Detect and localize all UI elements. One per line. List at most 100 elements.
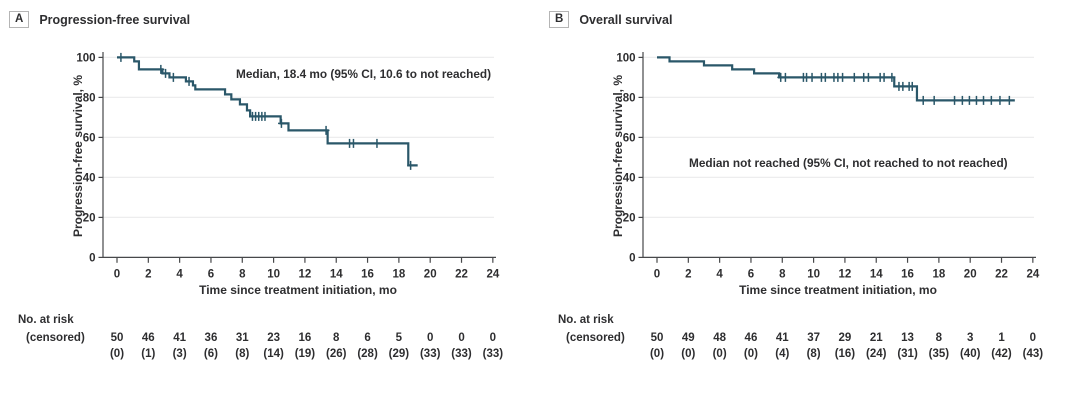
risk-censored-value: (28) (357, 348, 378, 360)
x-tick-label: 16 (901, 269, 914, 281)
risk-at-risk-value: 3 (967, 332, 973, 344)
axes (102, 52, 496, 258)
y-gridlines (103, 56, 494, 218)
risk-censored-value: (0) (110, 348, 124, 360)
risk-at-risk-value: 6 (364, 332, 370, 344)
panel-a-letter-badge: A (9, 11, 30, 28)
risk-at-risk-value: 0 (427, 332, 433, 344)
panel-a-title: Progression-free survival (39, 12, 191, 27)
risk-at-risk-value: 41 (173, 332, 186, 344)
x-tick-label: 22 (455, 269, 468, 281)
y-tick-label: 60 (623, 132, 636, 144)
panel-a-risk-label-line2: (censored) (26, 332, 85, 344)
panel-a-header: A Progression-free survival (9, 11, 190, 28)
risk-at-risk-value: 48 (713, 332, 726, 344)
x-tick-label: 10 (267, 269, 280, 281)
panel-a-risk-label-line1: No. at risk (18, 314, 74, 326)
panel-b-risk-label-line2: (censored) (566, 332, 625, 344)
risk-at-risk-value: 1 (998, 332, 1005, 344)
risk-censored-value: (35) (929, 348, 950, 360)
y-tick-label: 40 (83, 172, 96, 184)
panel-a-x-axis-title: Time since treatment initiation, mo (199, 283, 397, 297)
risk-censored-value: (42) (991, 348, 1012, 360)
y-tick-label: 100 (616, 52, 635, 64)
risk-censored-value: (40) (960, 348, 981, 360)
x-tick-label: 6 (748, 269, 754, 281)
risk-at-risk-value: 5 (396, 332, 403, 344)
x-tick-label: 22 (995, 269, 1008, 281)
panel-b-median-annotation: Median not reached (95% CI, not reached … (689, 156, 1008, 170)
risk-at-risk-value: 0 (490, 332, 496, 344)
x-tick-label: 10 (807, 269, 820, 281)
x-ticks: 0 2 4 6 8 10 12 14 16 18 20 22 24 (114, 257, 500, 281)
x-tick-label: 20 (424, 269, 437, 281)
risk-censored-value: (29) (389, 348, 410, 360)
x-ticks: 0 2 4 6 8 10 12 14 16 18 20 22 24 (654, 257, 1040, 281)
risk-at-risk-value: 21 (870, 332, 883, 344)
km-curve (117, 56, 418, 167)
km-curve (657, 56, 1015, 102)
risk-censored-value: (24) (866, 348, 887, 360)
risk-at-risk-value: 31 (236, 332, 249, 344)
risk-at-risk-value: 8 (333, 332, 340, 344)
x-tick-label: 16 (361, 269, 374, 281)
y-gridlines (643, 56, 1034, 218)
risk-censored-value: (8) (807, 348, 821, 360)
risk-at-risk-value: 16 (299, 332, 312, 344)
x-tick-label: 0 (654, 269, 660, 281)
y-tick-label: 0 (89, 252, 95, 264)
y-tick-label: 0 (629, 252, 635, 264)
risk-at-risk-value: 49 (682, 332, 695, 344)
y-tick-label: 20 (83, 212, 96, 224)
x-tick-label: 2 (685, 269, 691, 281)
risk-at-risk-value: 50 (651, 332, 664, 344)
risk-at-risk-value: 46 (745, 332, 758, 344)
risk-censored-value: (33) (420, 348, 441, 360)
risk-censored-value: (31) (897, 348, 918, 360)
risk-at-risk-value: 37 (807, 332, 820, 344)
risk-censored-value: (0) (713, 348, 727, 360)
plot-svg: Time since treatment initiation, mo No. … (18, 52, 503, 360)
risk-censored-value: (0) (744, 348, 758, 360)
risk-censored-value: (0) (650, 348, 664, 360)
risk-censored-value: (19) (295, 348, 316, 360)
risk-censored-value: (16) (835, 348, 856, 360)
x-tick-label: 4 (176, 269, 183, 281)
x-tick-label: 8 (239, 269, 246, 281)
risk-at-risk-value: 29 (839, 332, 852, 344)
x-tick-label: 14 (870, 269, 883, 281)
x-tick-label: 24 (486, 269, 499, 281)
risk-censored-value: (14) (263, 348, 284, 360)
risk-at-risk-value: 23 (267, 332, 280, 344)
risk-at-risk-value: 0 (458, 332, 464, 344)
x-tick-label: 2 (145, 269, 151, 281)
risk-censored-value: (0) (681, 348, 695, 360)
x-tick-label: 12 (839, 269, 852, 281)
panel-b-risk-label-line1: No. at risk (558, 314, 614, 326)
y-tick-label: 100 (76, 52, 95, 64)
x-tick-label: 24 (1026, 269, 1039, 281)
y-tick-label: 20 (623, 212, 636, 224)
x-tick-label: 6 (208, 269, 214, 281)
panel-b-title: Overall survival (579, 12, 673, 27)
panel-a-median-annotation: Median, 18.4 mo (95% CI, 10.6 to not rea… (236, 67, 492, 81)
risk-table-values: 50(0)46(1)41(3)36(6)31(8)23(14)16(19)8(2… (110, 332, 503, 360)
risk-at-risk-value: 13 (901, 332, 914, 344)
risk-at-risk-value: 0 (1030, 332, 1036, 344)
x-tick-label: 14 (330, 269, 343, 281)
panel-overall-survival: B Overall survival Progression-free surv… (540, 0, 1080, 400)
panel-b-x-axis-title: Time since treatment initiation, mo (739, 283, 937, 297)
risk-censored-value: (33) (451, 348, 472, 360)
risk-censored-value: (26) (326, 348, 347, 360)
risk-censored-value: (8) (235, 348, 249, 360)
risk-at-risk-value: 36 (205, 332, 218, 344)
risk-censored-value: (43) (1023, 348, 1044, 360)
y-tick-label: 80 (623, 92, 636, 104)
risk-at-risk-value: 41 (776, 332, 789, 344)
y-tick-label: 60 (83, 132, 96, 144)
y-ticks: 0 20 40 60 80 100 (76, 52, 103, 264)
risk-censored-value: (3) (173, 348, 187, 360)
x-tick-label: 0 (114, 269, 120, 281)
y-ticks: 0 20 40 60 80 100 (616, 52, 643, 264)
